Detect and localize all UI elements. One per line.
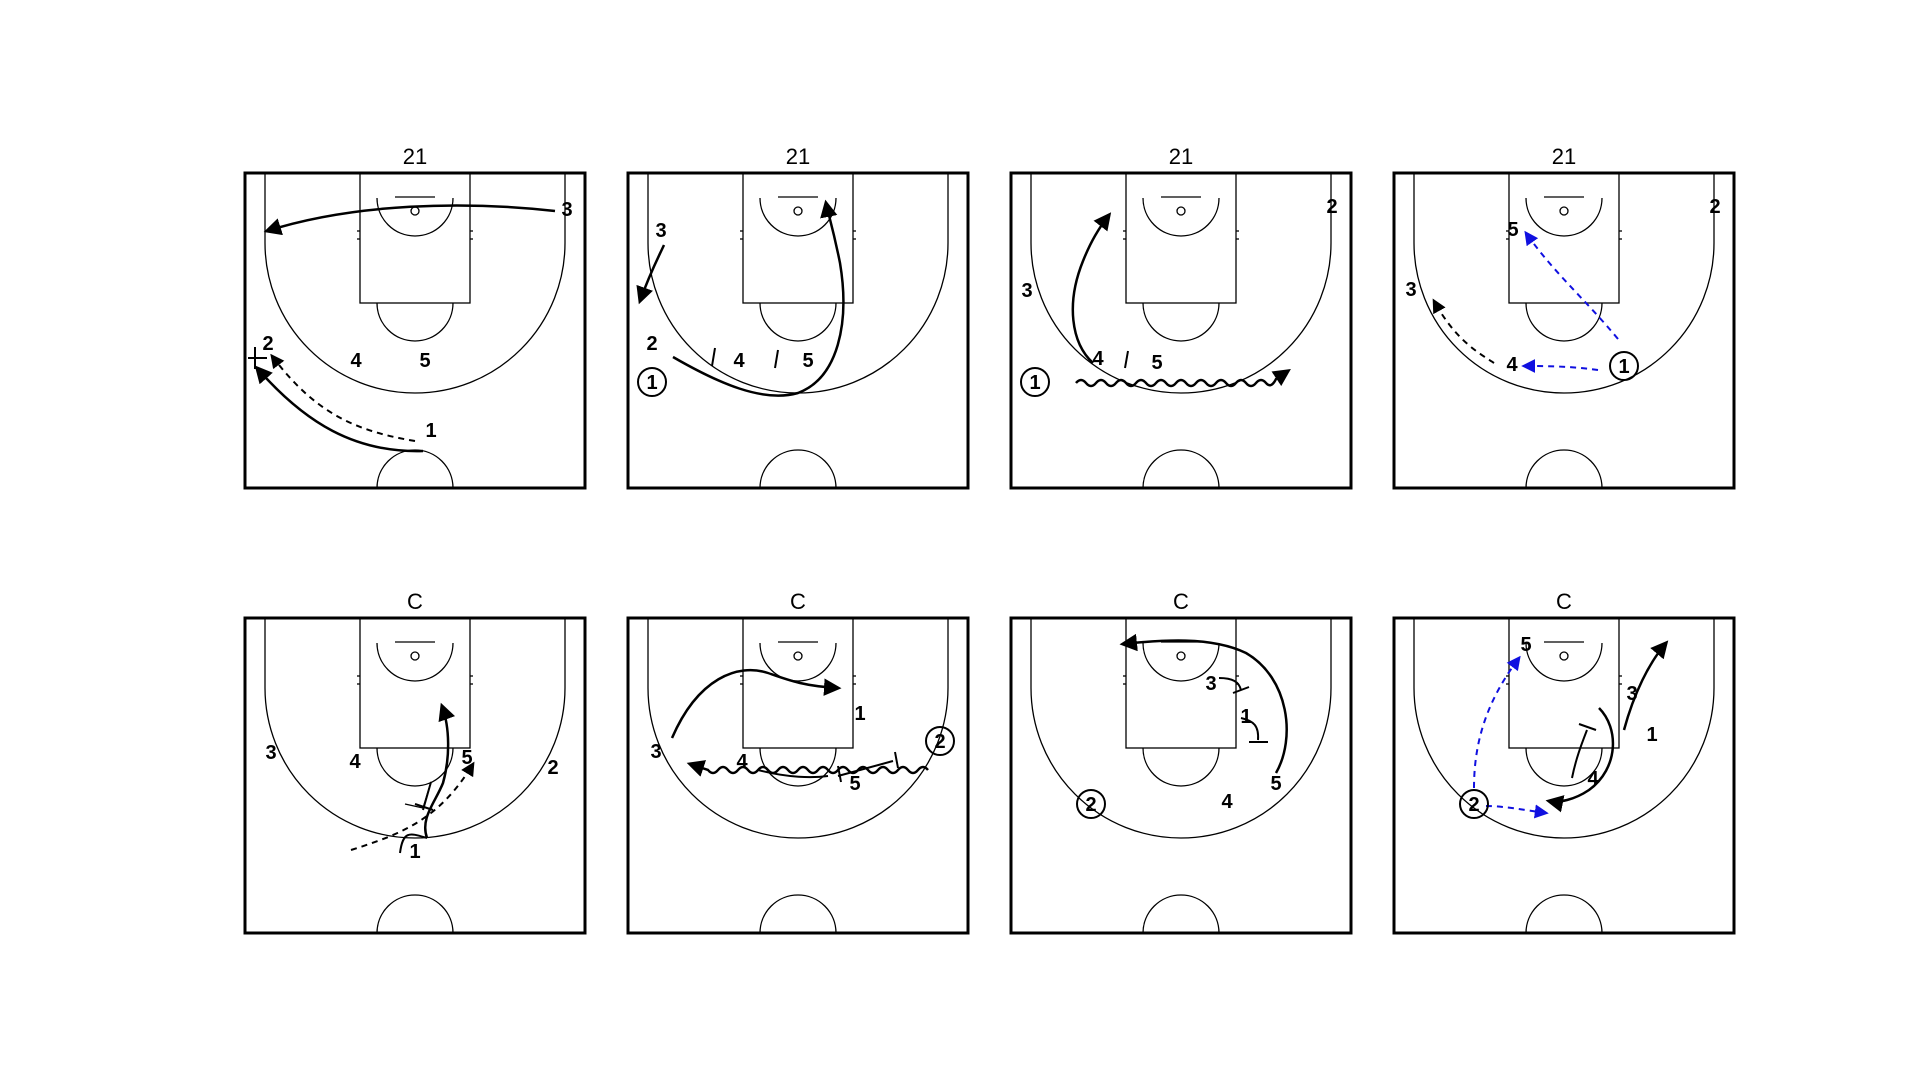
diagram-title: 21 <box>403 144 427 169</box>
player-label: 2 <box>1468 794 1479 816</box>
player-label: 1 <box>1029 372 1040 394</box>
player-label: 1 <box>1646 724 1657 746</box>
diagram-2: 21 3 2 1 4 5 <box>626 144 970 490</box>
player-label: 4 <box>1506 354 1518 376</box>
player-label: 1 <box>646 372 657 394</box>
player-label: 5 <box>1270 773 1281 795</box>
diagram-title: C <box>790 589 806 614</box>
diagram-title: C <box>1173 589 1189 614</box>
player-label: 1 <box>1618 356 1629 378</box>
player-label: 4 <box>1092 348 1104 370</box>
player-label: 3 <box>655 220 666 242</box>
player-label: 4 <box>349 751 361 773</box>
diagram-title: C <box>1556 589 1572 614</box>
player-label: 1 <box>409 841 420 863</box>
diagram-1: 21 3 2 4 5 1 <box>243 144 587 490</box>
player-label: 3 <box>1405 279 1416 301</box>
player-label: 3 <box>561 199 572 221</box>
player-label: 1 <box>854 703 865 725</box>
player-label: 2 <box>934 731 945 753</box>
diagram-title: 21 <box>1169 144 1193 169</box>
diagram-title: 21 <box>1552 144 1576 169</box>
player-label: 1 <box>1240 706 1251 728</box>
player-label: 2 <box>547 757 558 779</box>
player-label: 5 <box>849 773 860 795</box>
diagram-title: 21 <box>786 144 810 169</box>
player-label: 2 <box>1709 196 1720 218</box>
player-label: 4 <box>733 350 745 372</box>
player-label: 2 <box>1326 196 1337 218</box>
diagram-5: C 3 4 5 2 1 <box>243 589 587 935</box>
player-label: 3 <box>1626 683 1637 705</box>
player-label: 2 <box>1085 794 1096 816</box>
player-label: 3 <box>650 741 661 763</box>
diagram-4: 21 2 5 3 4 1 <box>1392 144 1736 490</box>
player-label: 4 <box>1587 768 1599 790</box>
player-label: 2 <box>646 333 657 355</box>
diagram-6: C 1 3 4 5 2 <box>626 589 970 935</box>
player-label: 3 <box>1205 673 1216 695</box>
diagram-7: C 3 1 5 4 2 <box>1009 589 1353 935</box>
diagram-3: 21 2 3 1 4 5 <box>1009 144 1353 490</box>
player-label: 4 <box>350 350 362 372</box>
player-label: 5 <box>461 747 472 769</box>
player-label: 5 <box>1151 352 1162 374</box>
diagram-8: C 5 3 1 4 2 <box>1392 589 1736 935</box>
player-label: 4 <box>736 751 748 773</box>
player-label: 4 <box>1221 791 1233 813</box>
player-label: 5 <box>802 350 813 372</box>
player-label: 5 <box>1507 219 1518 241</box>
player-label: 2 <box>262 333 273 355</box>
player-label: 3 <box>265 742 276 764</box>
player-label: 3 <box>1021 280 1032 302</box>
player-label: 5 <box>1520 634 1531 656</box>
player-label: 1 <box>425 420 436 442</box>
diagram-title: C <box>407 589 423 614</box>
player-label: 5 <box>419 350 430 372</box>
